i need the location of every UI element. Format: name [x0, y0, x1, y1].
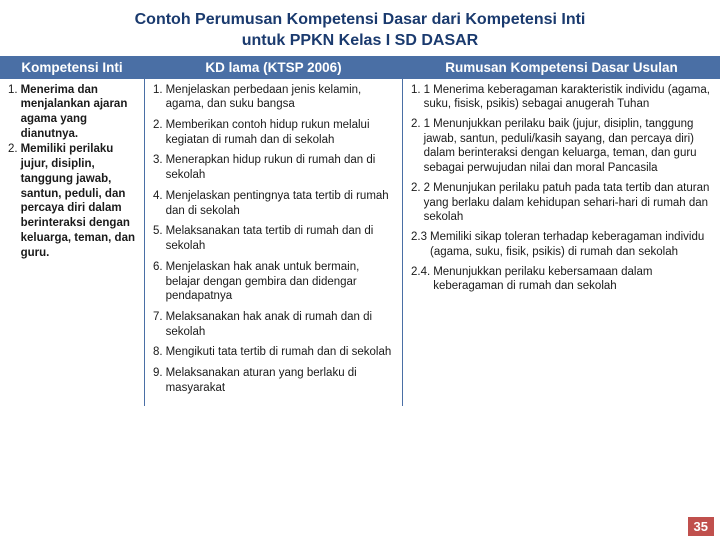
- list-item: 2.Memiliki perilaku jujur, disiplin, tan…: [8, 142, 138, 260]
- list-number: 8.: [153, 345, 166, 360]
- list-text: 2 Menunjukan perilaku patuh pada tata te…: [424, 181, 714, 225]
- list-number: 3.: [153, 153, 166, 182]
- header-col3: Rumusan Kompetensi Dasar Usulan: [403, 57, 720, 79]
- list-text: Menerima dan menjalankan ajaran agama ya…: [21, 83, 138, 142]
- column-kd-lama: KD lama (KTSP 2006) 1.Menjelaskan perbed…: [145, 57, 403, 406]
- cell-col1: 1.Menerima dan menjalankan ajaran agama …: [0, 79, 144, 266]
- list-number: 2.: [411, 181, 424, 225]
- list-number: 1.: [153, 83, 166, 112]
- list-text: Memiliki sikap toleran terhadap keberaga…: [430, 230, 714, 259]
- list-number: 2.: [8, 142, 21, 260]
- list-item: 9.Melaksanakan aturan yang berlaku di ma…: [153, 366, 396, 395]
- list-text: Melaksanakan hak anak di rumah dan di se…: [166, 310, 396, 339]
- list-number: 1.: [8, 83, 21, 142]
- list-text: Memberikan contoh hidup rukun melalui ke…: [166, 118, 396, 147]
- list-text: Melaksanakan tata tertib di rumah dan di…: [166, 224, 396, 253]
- list-text: 1 Menunjukkan perilaku baik (jujur, disi…: [424, 117, 714, 176]
- list-text: 1 Menerima keberagaman karakteristik ind…: [424, 83, 714, 112]
- list-item: 2.4.Menunjukkan perilaku kebersamaan dal…: [411, 265, 714, 294]
- list-number: 2.: [411, 117, 424, 176]
- list-number: 2.: [153, 118, 166, 147]
- header-col1: Kompetensi Inti: [0, 57, 144, 79]
- slide-title: Contoh Perumusan Kompetensi Dasar dari K…: [0, 0, 720, 56]
- list-item: 8.Mengikuti tata tertib di rumah dan di …: [153, 345, 396, 360]
- list-number: 2.4.: [411, 265, 433, 294]
- list-item: 1.Menjelaskan perbedaan jenis kelamin, a…: [153, 83, 396, 112]
- list-text: Menjelaskan perbedaan jenis kelamin, aga…: [166, 83, 396, 112]
- list-item: 3.Menerapkan hidup rukun di rumah dan di…: [153, 153, 396, 182]
- header-col2: KD lama (KTSP 2006): [145, 57, 402, 79]
- list-text: Mengikuti tata tertib di rumah dan di se…: [166, 345, 392, 360]
- list-number: 1.: [411, 83, 424, 112]
- list-text: Melaksanakan aturan yang berlaku di masy…: [166, 366, 396, 395]
- list-text: Menunjukkan perilaku kebersamaan dalam k…: [433, 265, 714, 294]
- column-kompetensi-inti: Kompetensi Inti 1.Menerima dan menjalank…: [0, 57, 145, 406]
- list-item: 1.Menerima dan menjalankan ajaran agama …: [8, 83, 138, 142]
- list-text: Menjelaskan pentingnya tata tertib di ru…: [166, 189, 396, 218]
- page-number-badge: 35: [688, 517, 714, 536]
- cell-col2: 1.Menjelaskan perbedaan jenis kelamin, a…: [145, 79, 402, 406]
- title-line-1: Contoh Perumusan Kompetensi Dasar dari K…: [20, 10, 700, 31]
- list-number: 4.: [153, 189, 166, 218]
- list-text: Menerapkan hidup rukun di rumah dan di s…: [166, 153, 396, 182]
- list-item: 2.1 Menunjukkan perilaku baik (jujur, di…: [411, 117, 714, 176]
- list-item: 1.1 Menerima keberagaman karakteristik i…: [411, 83, 714, 112]
- list-number: 6.: [153, 260, 166, 304]
- list-item: 2.2 Menunjukan perilaku patuh pada tata …: [411, 181, 714, 225]
- list-number: 7.: [153, 310, 166, 339]
- cell-col3: 1.1 Menerima keberagaman karakteristik i…: [403, 79, 720, 303]
- column-rumusan: Rumusan Kompetensi Dasar Usulan 1.1 Mene…: [403, 57, 720, 406]
- list-number: 2.3: [411, 230, 430, 259]
- list-item: 2.Memberikan contoh hidup rukun melalui …: [153, 118, 396, 147]
- competency-table: Kompetensi Inti 1.Menerima dan menjalank…: [0, 56, 720, 406]
- list-item: 6.Menjelaskan hak anak untuk bermain, be…: [153, 260, 396, 304]
- list-text: Memiliki perilaku jujur, disiplin, tangg…: [21, 142, 138, 260]
- list-item: 4.Menjelaskan pentingnya tata tertib di …: [153, 189, 396, 218]
- list-item: 5.Melaksanakan tata tertib di rumah dan …: [153, 224, 396, 253]
- list-item: 2.3Memiliki sikap toleran terhadap keber…: [411, 230, 714, 259]
- list-number: 9.: [153, 366, 166, 395]
- title-line-2: untuk PPKN Kelas I SD DASAR: [20, 31, 700, 52]
- list-text: Menjelaskan hak anak untuk bermain, bela…: [166, 260, 396, 304]
- list-number: 5.: [153, 224, 166, 253]
- list-item: 7.Melaksanakan hak anak di rumah dan di …: [153, 310, 396, 339]
